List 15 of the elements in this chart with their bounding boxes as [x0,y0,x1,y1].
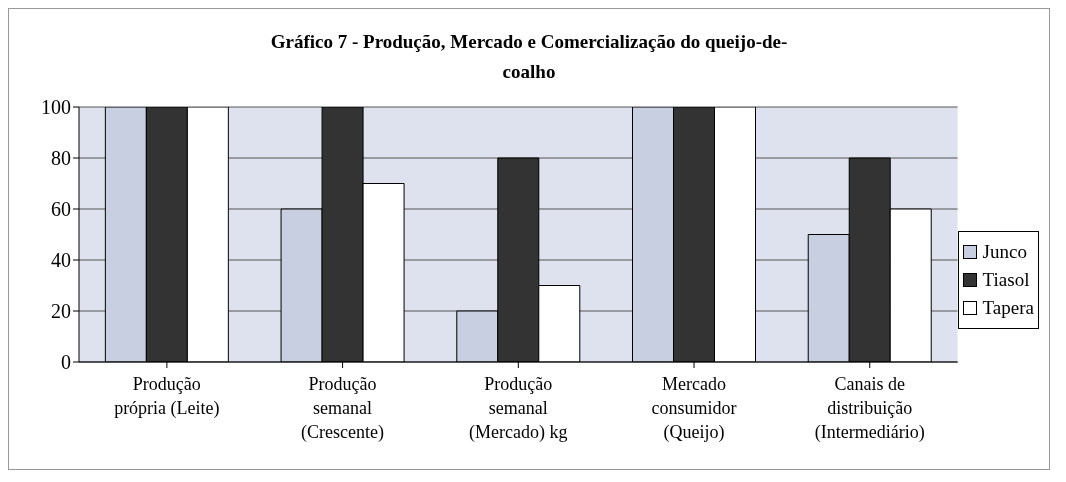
legend-label: Tapera [982,295,1034,320]
x-tick-label: Produção semanal (Crescente) [301,374,385,443]
y-tick-label: 60 [51,198,71,221]
y-tick-label: 20 [51,300,71,323]
y-tick-label: 40 [51,249,71,272]
y-tick-label: 100 [41,96,71,119]
y-tick-label: 0 [61,351,71,374]
x-tick-label: Produção semanal (Mercado) kg [469,374,568,443]
legend-label: Junco [982,239,1027,264]
y-tick-label: 80 [51,147,71,170]
x-tick-label: Canais de distribuição (Intermediário) [814,374,925,443]
x-tick-label: Produção própria (Leite) [114,374,220,419]
legend-label: Tiasol [982,267,1030,292]
chart-title: Gráfico 7 - Produção, Mercado e Comercialização do queijo-de-coalho [269,30,789,84]
x-tick-label: Mercado consumidor (Queijo) [651,374,737,443]
